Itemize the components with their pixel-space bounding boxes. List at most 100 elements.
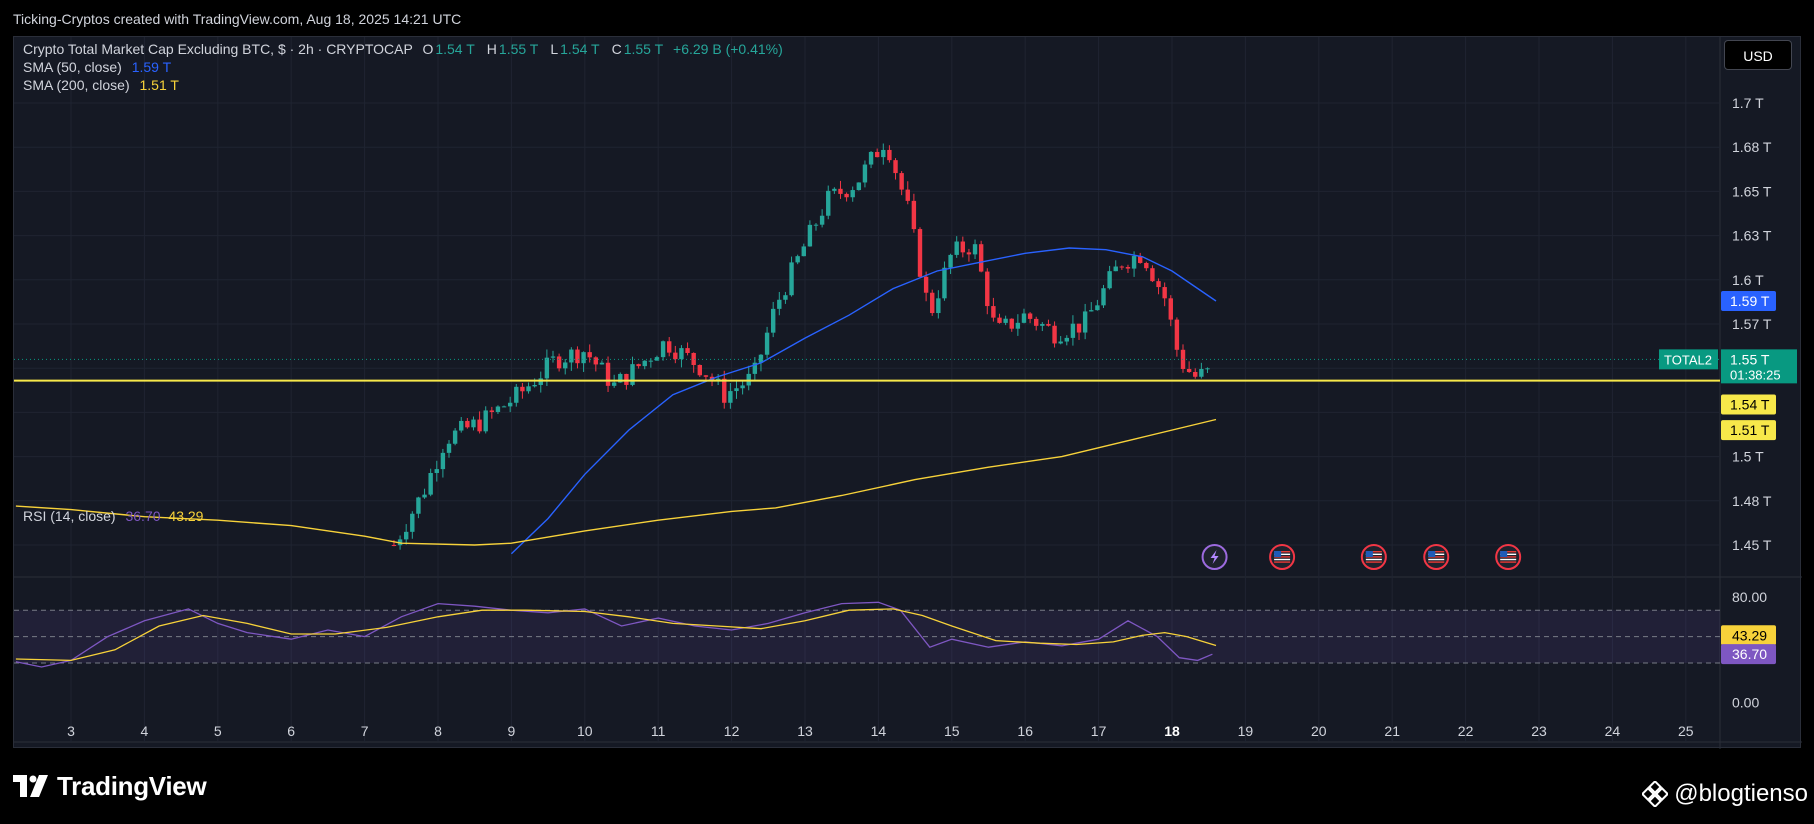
x-tick-label: 22 xyxy=(1458,723,1474,739)
symbol-legend: Crypto Total Market Cap Excluding BTC, $… xyxy=(23,41,783,57)
candle-down xyxy=(893,160,898,174)
x-tick-label: 13 xyxy=(797,723,813,739)
flag-stripe xyxy=(1500,558,1517,561)
x-tick-label: 12 xyxy=(724,723,740,739)
candle-down xyxy=(703,375,709,377)
us-flag-event-icon[interactable] xyxy=(1269,544,1296,570)
candle-up xyxy=(813,224,819,226)
flag-stripe xyxy=(1274,556,1291,558)
candle-up xyxy=(1082,311,1088,333)
candle-up xyxy=(777,299,782,309)
x-tick-label: 24 xyxy=(1605,723,1621,739)
candle-down xyxy=(978,244,984,272)
candle-up xyxy=(410,513,415,532)
sma200-line[interactable] xyxy=(15,418,1217,546)
sma50-tag: 1.59 T xyxy=(1730,293,1770,309)
currency-button[interactable]: USD xyxy=(1724,40,1792,70)
candle-up xyxy=(1070,323,1076,338)
candle-down xyxy=(887,149,892,161)
x-tick-label: 3 xyxy=(67,723,75,739)
lightning-event-icon[interactable] xyxy=(1201,544,1228,570)
candle-up xyxy=(881,149,886,158)
rsi-ma-line[interactable] xyxy=(15,608,1217,662)
candle-down xyxy=(1150,268,1155,282)
candle-down xyxy=(1052,325,1057,344)
bar-countdown: 01:38:25 xyxy=(1730,367,1781,382)
candle-down xyxy=(838,188,843,194)
candle-up xyxy=(483,410,488,432)
us-flag-event-icon[interactable] xyxy=(1423,544,1450,570)
candle-up xyxy=(1095,305,1100,311)
candle-up xyxy=(452,430,458,444)
chart-panel[interactable]: 3 4 5 6 7 8 9 10 11 12 13 14 15 16 17 18 19 20 21 22 23 24 25 1… xyxy=(13,36,1802,749)
sma200-tag-bg xyxy=(1721,420,1776,441)
sma50-line[interactable] xyxy=(510,247,1217,555)
candle-up xyxy=(1107,271,1112,289)
y-tick-label: 1.7 T xyxy=(1732,95,1764,111)
rsi-line[interactable] xyxy=(15,601,1213,668)
candle-up xyxy=(764,332,770,355)
flag-stripe xyxy=(1428,556,1445,558)
flag-stripe xyxy=(1428,561,1445,563)
total2-tag-bg xyxy=(1659,349,1718,370)
flag-stripe xyxy=(1274,553,1291,555)
candle-up xyxy=(948,254,953,268)
candle-down xyxy=(667,341,672,353)
candle-up xyxy=(471,419,476,428)
candle-up xyxy=(1015,322,1021,329)
flag-stripe xyxy=(1274,551,1291,553)
candle-down xyxy=(1119,266,1125,268)
flag-stripe xyxy=(1365,553,1382,555)
flag-stripe xyxy=(1500,556,1517,558)
us-flag-event-icon[interactable] xyxy=(1360,544,1387,570)
flag-stripe xyxy=(1428,553,1445,555)
candle-up xyxy=(434,469,439,473)
ohlc-key-l: L xyxy=(550,41,559,57)
candle-up xyxy=(740,385,745,389)
x-tick-label: 11 xyxy=(651,723,666,739)
chart-canvas[interactable]: 3 4 5 6 7 8 9 10 11 12 13 14 15 16 17 18 19 20 21 22 23 24 25 1… xyxy=(14,37,1802,749)
ohlc-value-l: 1.54 T xyxy=(560,41,600,57)
top-bar: Ticking-Cryptos created with TradingView… xyxy=(0,0,1814,36)
candle-up xyxy=(532,384,537,387)
x-tick-label: 17 xyxy=(1091,723,1107,739)
candle-up xyxy=(789,262,794,296)
candle-down xyxy=(844,193,849,198)
rsi-value: 36.70 xyxy=(125,508,161,524)
binance-square-icon xyxy=(1642,781,1669,807)
candle-up xyxy=(507,402,513,407)
flag-stripe xyxy=(1500,553,1517,555)
sma200-legend[interactable]: SMA (200, close) 1.51 T xyxy=(23,77,179,93)
sma50-legend[interactable]: SMA (50, close) 1.59 T xyxy=(23,59,171,75)
candle-down xyxy=(1193,371,1198,377)
tradingview-logo[interactable]: TradingView xyxy=(13,770,207,802)
candle-down xyxy=(1137,256,1143,263)
candle-down xyxy=(966,252,972,255)
total2-tag: TOTAL2 xyxy=(1664,352,1712,367)
y-tick-label: 1.63 T xyxy=(1732,228,1772,244)
rsi_ma-tag-bg xyxy=(1721,625,1776,646)
candle-down xyxy=(685,348,690,353)
candle-up xyxy=(446,443,452,453)
sma50-value: 1.59 T xyxy=(131,59,172,75)
y-tick-label: 1.5 T xyxy=(1732,449,1764,465)
candle-up xyxy=(1064,337,1069,342)
candle-down xyxy=(575,349,580,364)
x-tick-label: 25 xyxy=(1678,723,1694,739)
candle-up xyxy=(942,267,947,299)
flag-canton xyxy=(1365,551,1373,557)
ohlc-value-h: 1.55 T xyxy=(498,41,539,57)
candle-up xyxy=(770,308,776,333)
rsi-legend[interactable]: RSI (14, close) 36.70 43.29 xyxy=(23,508,203,524)
us-flag-event-icon[interactable] xyxy=(1495,544,1522,570)
symbol-title[interactable]: Crypto Total Market Cap Excluding BTC, $… xyxy=(23,41,413,57)
candle-down xyxy=(391,545,397,546)
candle-up xyxy=(428,472,433,495)
candle-up xyxy=(856,182,862,191)
x-tick-label: 20 xyxy=(1311,723,1327,739)
candle-up xyxy=(807,224,813,247)
candle-down xyxy=(899,173,904,190)
sma200-label: SMA (200, close) xyxy=(23,77,130,93)
candle-up xyxy=(514,386,519,403)
flag-stripe xyxy=(1365,561,1382,563)
